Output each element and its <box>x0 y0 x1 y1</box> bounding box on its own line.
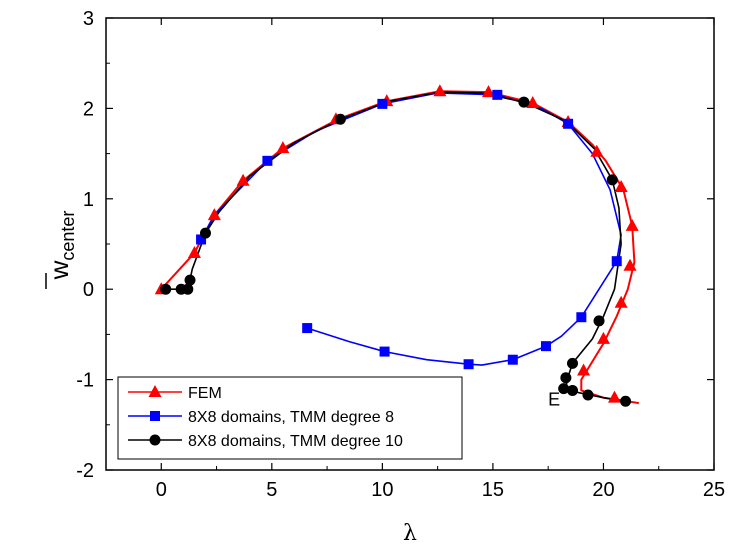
legend-label: 8X8 domains, TMM degree 8 <box>188 409 394 426</box>
data-point-triangle <box>577 363 591 376</box>
data-point-circle <box>182 283 194 295</box>
axis-ticks <box>106 17 715 471</box>
data-point-circle <box>620 395 632 407</box>
data-point-circle <box>606 174 618 186</box>
data-point-triangle <box>614 295 628 308</box>
data-point-square <box>540 341 551 352</box>
data-point-triangle <box>276 141 290 154</box>
data-point-square <box>492 89 503 100</box>
tick-labels: 0 5 10 15 20 25 -2 -1 0 1 2 3 <box>76 8 725 501</box>
legend-items: FEM 8X8 domains, TMM degree 8 8X8 domains,… <box>128 385 403 450</box>
data-point-circle <box>518 96 530 108</box>
x-tick-label: 10 <box>371 479 393 501</box>
y-tick-label: 1 <box>83 189 94 211</box>
legend-label: 8X8 domains, TMM degree 10 <box>188 433 403 450</box>
data-point-circle <box>567 357 579 369</box>
data-point-circle <box>334 113 346 125</box>
x-tick-label: 15 <box>482 479 504 501</box>
series-markers <box>154 84 639 407</box>
y-tick-label: -2 <box>76 460 94 482</box>
data-point-square <box>302 323 313 334</box>
x-tick-label: 25 <box>703 479 725 501</box>
y-axis-title-main: w <box>44 260 74 280</box>
data-point-triangle <box>614 180 628 193</box>
data-point-square <box>196 234 207 245</box>
legend-marker-triangle <box>148 385 162 397</box>
y-tick-label: -1 <box>76 370 94 392</box>
data-point-square <box>576 312 587 323</box>
y-tick-label: 0 <box>83 279 94 301</box>
data-point-circle <box>184 274 196 286</box>
data-point-square <box>463 359 474 370</box>
data-point-square <box>379 346 390 357</box>
data-point-circle <box>567 384 579 396</box>
legend: FEM 8X8 domains, TMM degree 8 8X8 domains,… <box>117 376 463 460</box>
legend-box <box>117 376 463 460</box>
data-point-triangle <box>596 331 610 344</box>
data-point-triangle <box>625 218 639 231</box>
data-point-triangle <box>481 85 495 98</box>
x-tick-label: 5 <box>266 479 277 501</box>
data-point-triangle <box>623 258 637 271</box>
data-point-circle <box>558 383 570 395</box>
data-point-circle <box>560 372 572 384</box>
data-point-triangle <box>207 208 221 221</box>
data-point-triangle <box>187 246 201 259</box>
data-point-triangle <box>608 390 622 403</box>
data-point-square <box>507 354 518 365</box>
data-point-triangle <box>236 173 250 186</box>
data-point-circle <box>199 227 211 239</box>
x-tick-label: 0 <box>156 479 167 501</box>
legend-marker-square <box>150 411 160 421</box>
data-point-circle <box>160 283 172 295</box>
data-point-circle <box>593 315 605 327</box>
data-point-triangle <box>526 95 540 108</box>
legend-label: FEM <box>188 385 222 402</box>
y-tick-label: 3 <box>83 8 94 30</box>
y-axis-title-sub: center <box>58 211 78 261</box>
data-point-triangle <box>590 144 604 157</box>
x-axis-title: λ <box>403 521 417 546</box>
data-point-square <box>611 256 622 267</box>
y-tick-label: 2 <box>83 98 94 120</box>
data-point-square <box>563 118 574 129</box>
data-point-square <box>377 98 388 109</box>
x-tick-label: 20 <box>592 479 614 501</box>
svg-text:wcenter: wcenter <box>44 211 78 281</box>
annotation-e: E <box>548 389 560 409</box>
data-point-circle <box>582 389 594 401</box>
data-point-triangle <box>433 84 447 97</box>
y-axis-title: wcenter <box>44 211 78 289</box>
legend-marker-circle <box>149 434 161 446</box>
data-point-square <box>262 155 273 166</box>
